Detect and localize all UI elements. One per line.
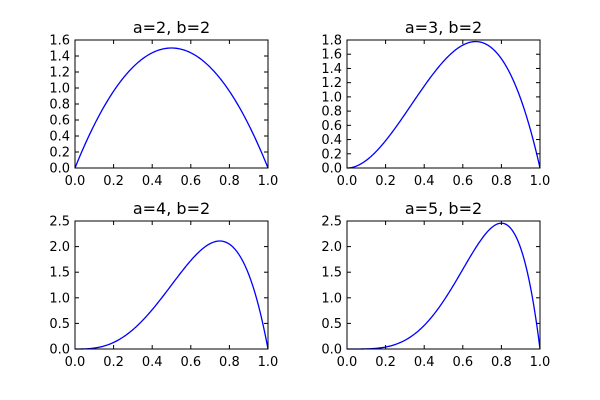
y-tick-label: 1.6 [321, 48, 342, 63]
y-tick-label: 1.5 [49, 266, 70, 281]
y-tick-label: 1.2 [49, 66, 70, 81]
series-line [347, 222, 541, 350]
subplot-4: a=5, b=2 0.0 0.2 0.4 0.6 0.8 1.0 0.0 0.5 1.0 1.5 2.… [321, 199, 550, 370]
y-tick-label: 1.5 [321, 266, 342, 281]
axes-frame [74, 220, 269, 350]
series-line [346, 40, 541, 169]
axes-frame [74, 39, 269, 169]
x-tick-label: 0.6 [452, 174, 473, 189]
x-tick-label: 0.2 [375, 355, 396, 370]
y-tick-label: 1.0 [321, 90, 342, 105]
y-tick-label: 0.8 [49, 98, 70, 113]
y-tick-label: 1.2 [321, 76, 342, 91]
x-tick-label: 0.4 [414, 355, 435, 370]
y-tick-label: 0.0 [49, 162, 70, 177]
subplot-title: a=4, b=2 [133, 199, 210, 218]
y-tick-label: 0.0 [321, 343, 342, 358]
subplot-3: a=4, b=2 0.0 0.2 0.4 0.6 0.8 1.0 0.0 0.5 1.0 1.5 2.… [49, 199, 278, 370]
y-tick-label: 1.4 [49, 50, 70, 65]
x-tick-label: 0.0 [65, 174, 86, 189]
x-tick-label: 0.2 [103, 174, 124, 189]
x-tick-label: 0.6 [180, 355, 201, 370]
x-tick-label: 0.6 [180, 174, 201, 189]
series-line [75, 240, 269, 350]
x-tick-label: 0.2 [375, 174, 396, 189]
y-tick-label: 1.6 [49, 34, 70, 49]
x-tick-label: 0.0 [337, 174, 358, 189]
y-tick-label: 1.0 [321, 291, 342, 306]
y-tick-label: 0.6 [49, 114, 70, 129]
y-tick-label: 1.4 [321, 62, 342, 77]
x-tick-label: 0.8 [491, 355, 512, 370]
x-tick-label: 0.8 [219, 355, 240, 370]
x-tick-label: 1.0 [258, 174, 279, 189]
subplot-1: a=2, b=20.0 0.2 0.4 0.6 0.8 1.00.00.20.40.60.… [49, 18, 278, 189]
x-tick-label: 0.0 [65, 355, 86, 370]
y-tick-label: 2.5 [321, 215, 342, 230]
y-tick-label: 0.6 [321, 119, 342, 134]
x-tick-label: 0.4 [142, 174, 163, 189]
x-tick-label: 0.8 [219, 174, 240, 189]
y-tick-label: 1.0 [49, 291, 70, 306]
x-tick-label: 0.4 [414, 174, 435, 189]
x-tick-label: 0.6 [452, 355, 473, 370]
y-tick-label: 2.0 [321, 240, 342, 255]
x-tick-label: 0.4 [142, 355, 163, 370]
x-tick-label: 1.0 [258, 355, 279, 370]
x-tick-label: 1.0 [530, 174, 551, 189]
subplot-2: a=3, b=20.0 0.2 0.4 0.6 0.8 1.00.00.20.40.60.… [321, 18, 550, 189]
y-tick-label: 0.2 [49, 146, 70, 161]
y-tick-label: 0.4 [49, 130, 70, 145]
x-tick-label: 0.8 [491, 174, 512, 189]
x-tick-label: 1.0 [530, 355, 551, 370]
y-tick-label: 0.0 [49, 343, 70, 358]
y-tick-label: 1.8 [321, 34, 342, 49]
series-line [74, 47, 269, 169]
subplot-title: a=5, b=2 [405, 199, 482, 218]
y-tick-label: 0.5 [49, 317, 70, 332]
y-tick-label: 0.8 [321, 105, 342, 120]
y-tick-label: 0.5 [321, 317, 342, 332]
axes-frame [346, 220, 541, 350]
axes-frame [346, 39, 541, 169]
x-tick-label: 0.0 [337, 355, 358, 370]
y-tick-label: 1.0 [49, 82, 70, 97]
y-tick-label: 2.0 [49, 240, 70, 255]
y-tick-label: 2.5 [49, 215, 70, 230]
y-tick-label: 0.4 [321, 133, 342, 148]
y-tick-label: 0.0 [321, 162, 342, 177]
subplot-title: a=3, b=2 [405, 18, 482, 37]
subplot-title: a=2, b=2 [133, 18, 210, 37]
x-tick-label: 0.2 [103, 355, 124, 370]
y-tick-label: 0.2 [321, 147, 342, 162]
